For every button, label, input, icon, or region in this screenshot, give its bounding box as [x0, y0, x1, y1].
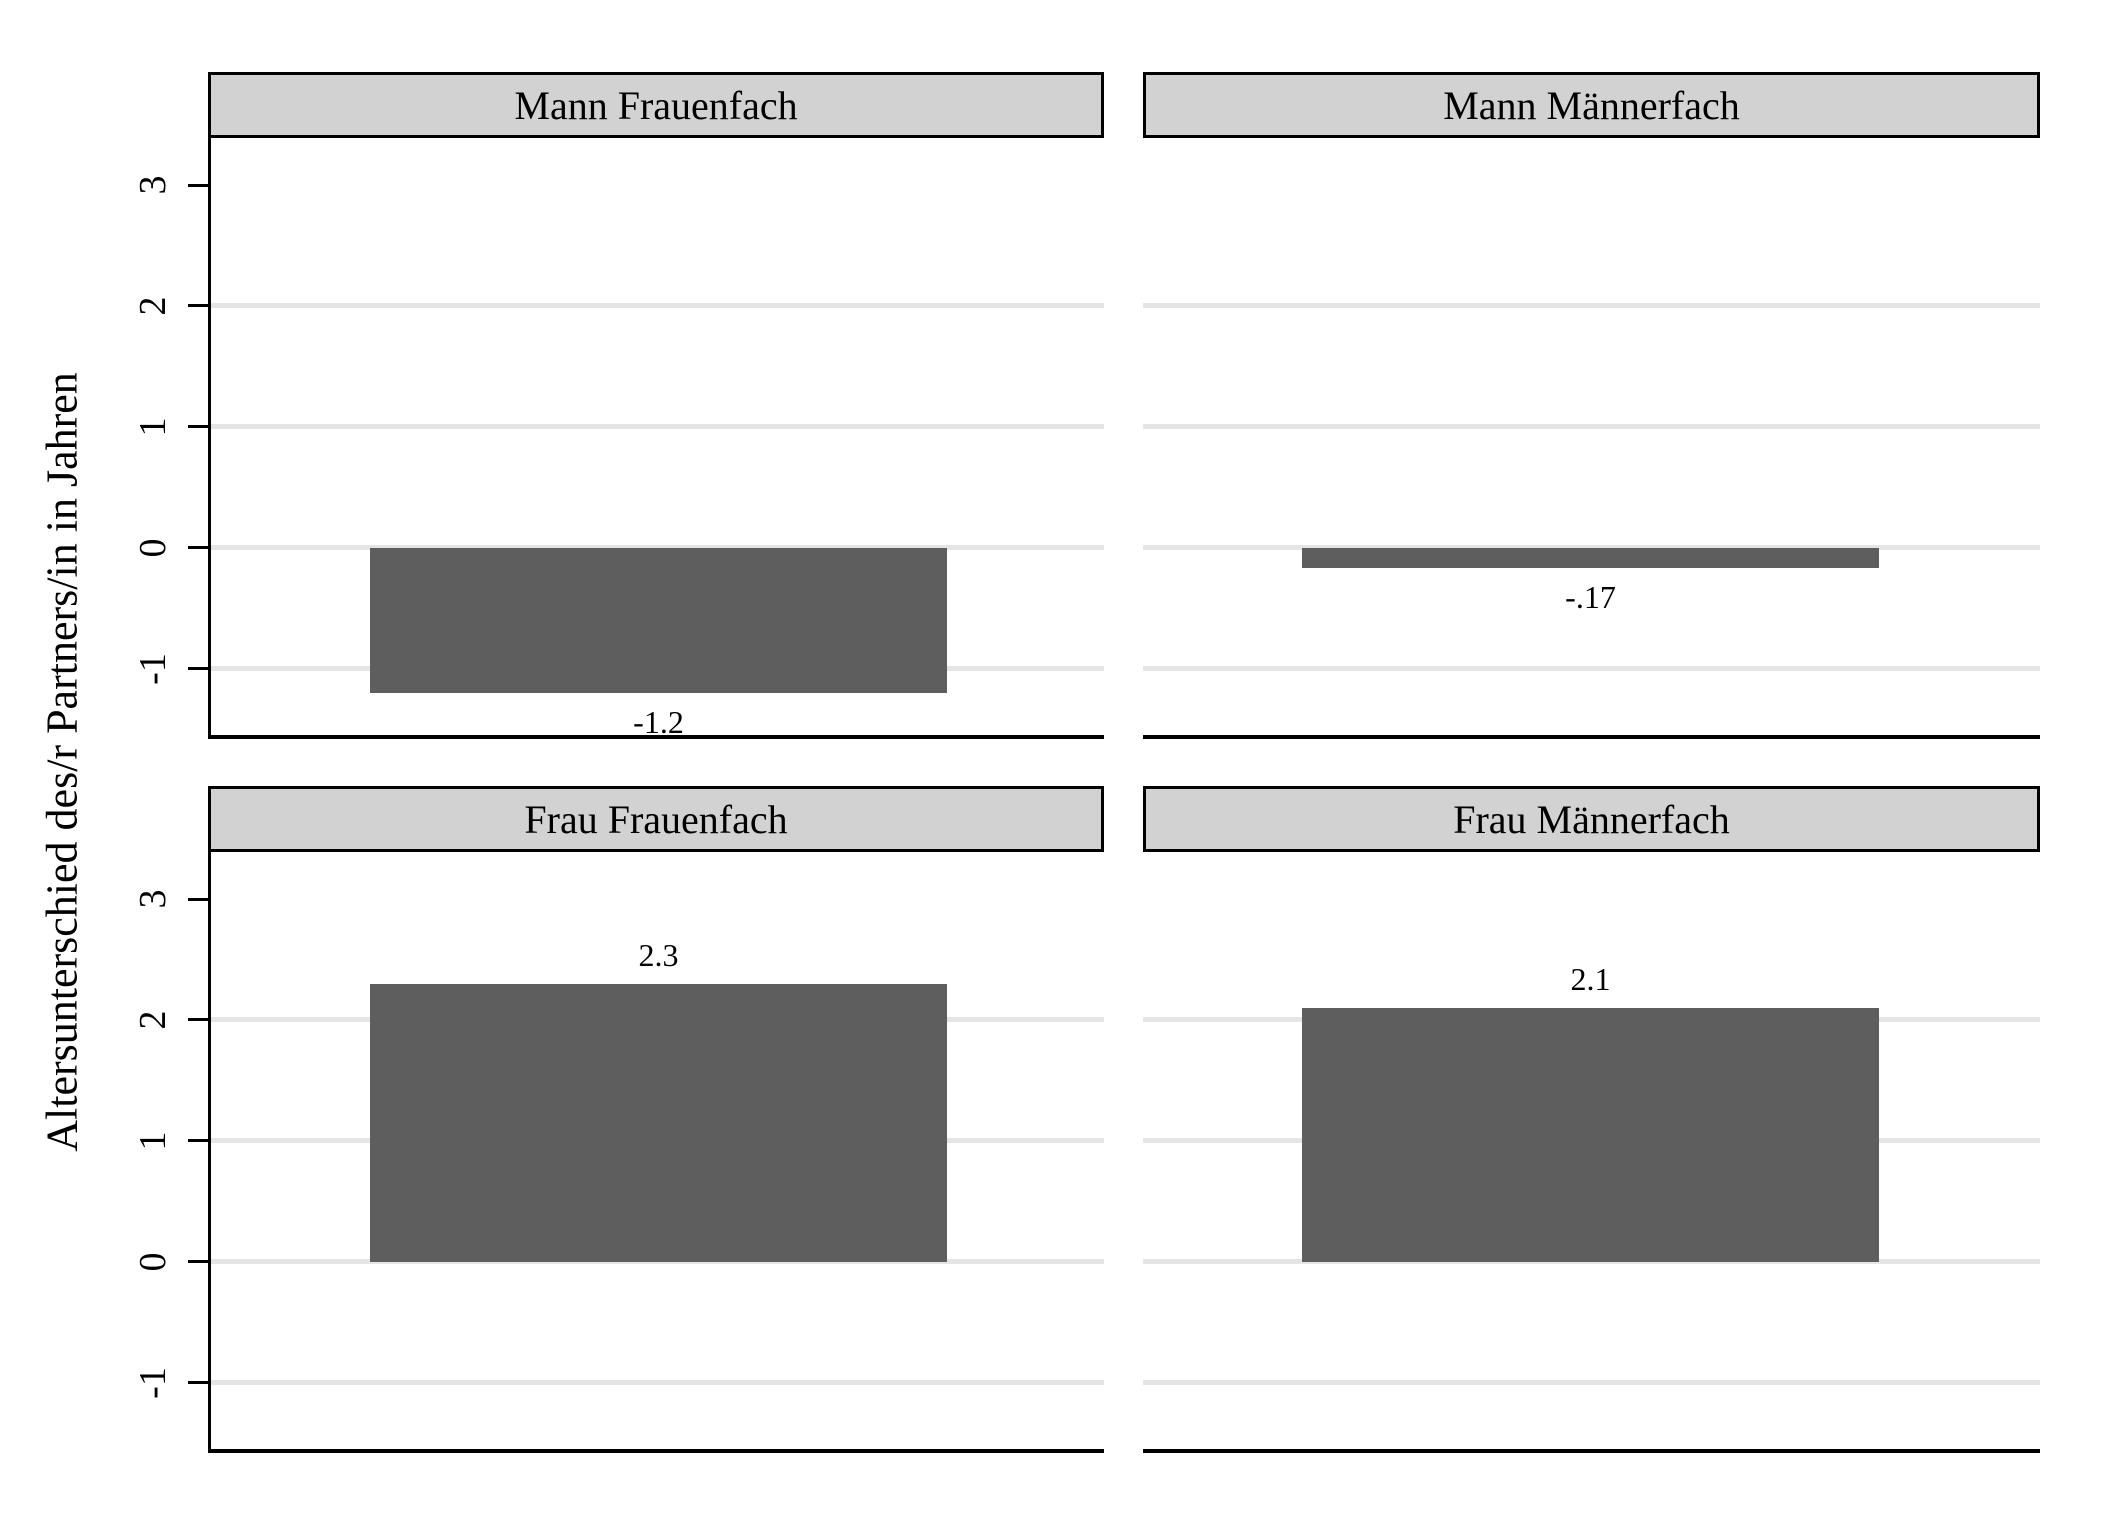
y-tick-label-text: 3 — [132, 175, 174, 195]
y-tick — [188, 1018, 208, 1022]
bar — [370, 983, 947, 1262]
y-tick-label-text: 1 — [132, 417, 174, 437]
panel-mann-frauenfach: Mann Frauenfach 3 2 1 0 -1 -1.2 — [132, 72, 1104, 740]
panel-header: Frau Frauenfach — [208, 786, 1104, 852]
y-tick-label-text: 3 — [132, 889, 174, 909]
panel-title: Mann Männerfach — [1443, 82, 1740, 128]
y-tick-label-text: 2 — [132, 1010, 174, 1030]
bar-value-label: -.17 — [1565, 579, 1616, 616]
y-tick — [188, 546, 208, 550]
panel-mann-maennerfach: Mann Männerfach -.17 — [1143, 72, 2040, 739]
plot-area: -.17 — [1143, 138, 2040, 739]
y-tick — [188, 1139, 208, 1143]
bar — [370, 547, 947, 693]
bar — [1302, 1007, 1879, 1262]
y-tick — [188, 304, 208, 308]
y-tick — [188, 897, 208, 901]
panel-frau-frauenfach: Frau Frauenfach 3 2 1 0 -1 2.3 — [132, 786, 1104, 1453]
plot-area: 2.1 — [1143, 852, 2040, 1453]
bar — [1302, 547, 1879, 569]
y-tick-label-text: 0 — [132, 538, 174, 558]
bar-value-label: -1.2 — [633, 703, 684, 740]
y-tick — [188, 183, 208, 187]
gridline — [211, 1259, 1104, 1265]
panel-title: Mann Frauenfach — [514, 82, 798, 128]
gridline — [1143, 1259, 2040, 1265]
bar-value-label: 2.1 — [1570, 960, 1611, 997]
y-tick-label-text: -1 — [132, 652, 174, 685]
y-tick-label-text: 1 — [132, 1131, 174, 1151]
panel-header: Mann Männerfach — [1143, 72, 2040, 138]
y-tick — [188, 667, 208, 671]
panel-header: Frau Männerfach — [1143, 786, 2040, 852]
gridline — [211, 1380, 1104, 1386]
gridline — [1143, 303, 2040, 309]
panel-header: Mann Frauenfach — [208, 72, 1104, 138]
plot-area: 3 2 1 0 -1 -1.2 — [132, 138, 1104, 740]
panel-title: Frau Männerfach — [1453, 796, 1730, 842]
y-tick — [188, 1260, 208, 1264]
y-tick-label-text: 0 — [132, 1252, 174, 1272]
y-tick-label-text: -1 — [132, 1366, 174, 1399]
y-tick-label-text: 2 — [132, 296, 174, 316]
plot-area: 3 2 1 0 -1 2.3 — [132, 852, 1104, 1453]
gridline — [1143, 1380, 2040, 1386]
bar-value-label: 2.3 — [638, 936, 679, 973]
y-axis-title-text: Altersunterschied des/r Partners/in in J… — [37, 372, 87, 1152]
y-tick — [188, 425, 208, 429]
gridline — [211, 303, 1104, 309]
gridline — [1143, 424, 2040, 430]
gridline — [1143, 666, 2040, 672]
y-tick — [188, 1381, 208, 1385]
gridline — [211, 424, 1104, 430]
panel-title: Frau Frauenfach — [524, 796, 788, 842]
panel-frau-maennerfach: Frau Männerfach 2.1 — [1143, 786, 2040, 1453]
